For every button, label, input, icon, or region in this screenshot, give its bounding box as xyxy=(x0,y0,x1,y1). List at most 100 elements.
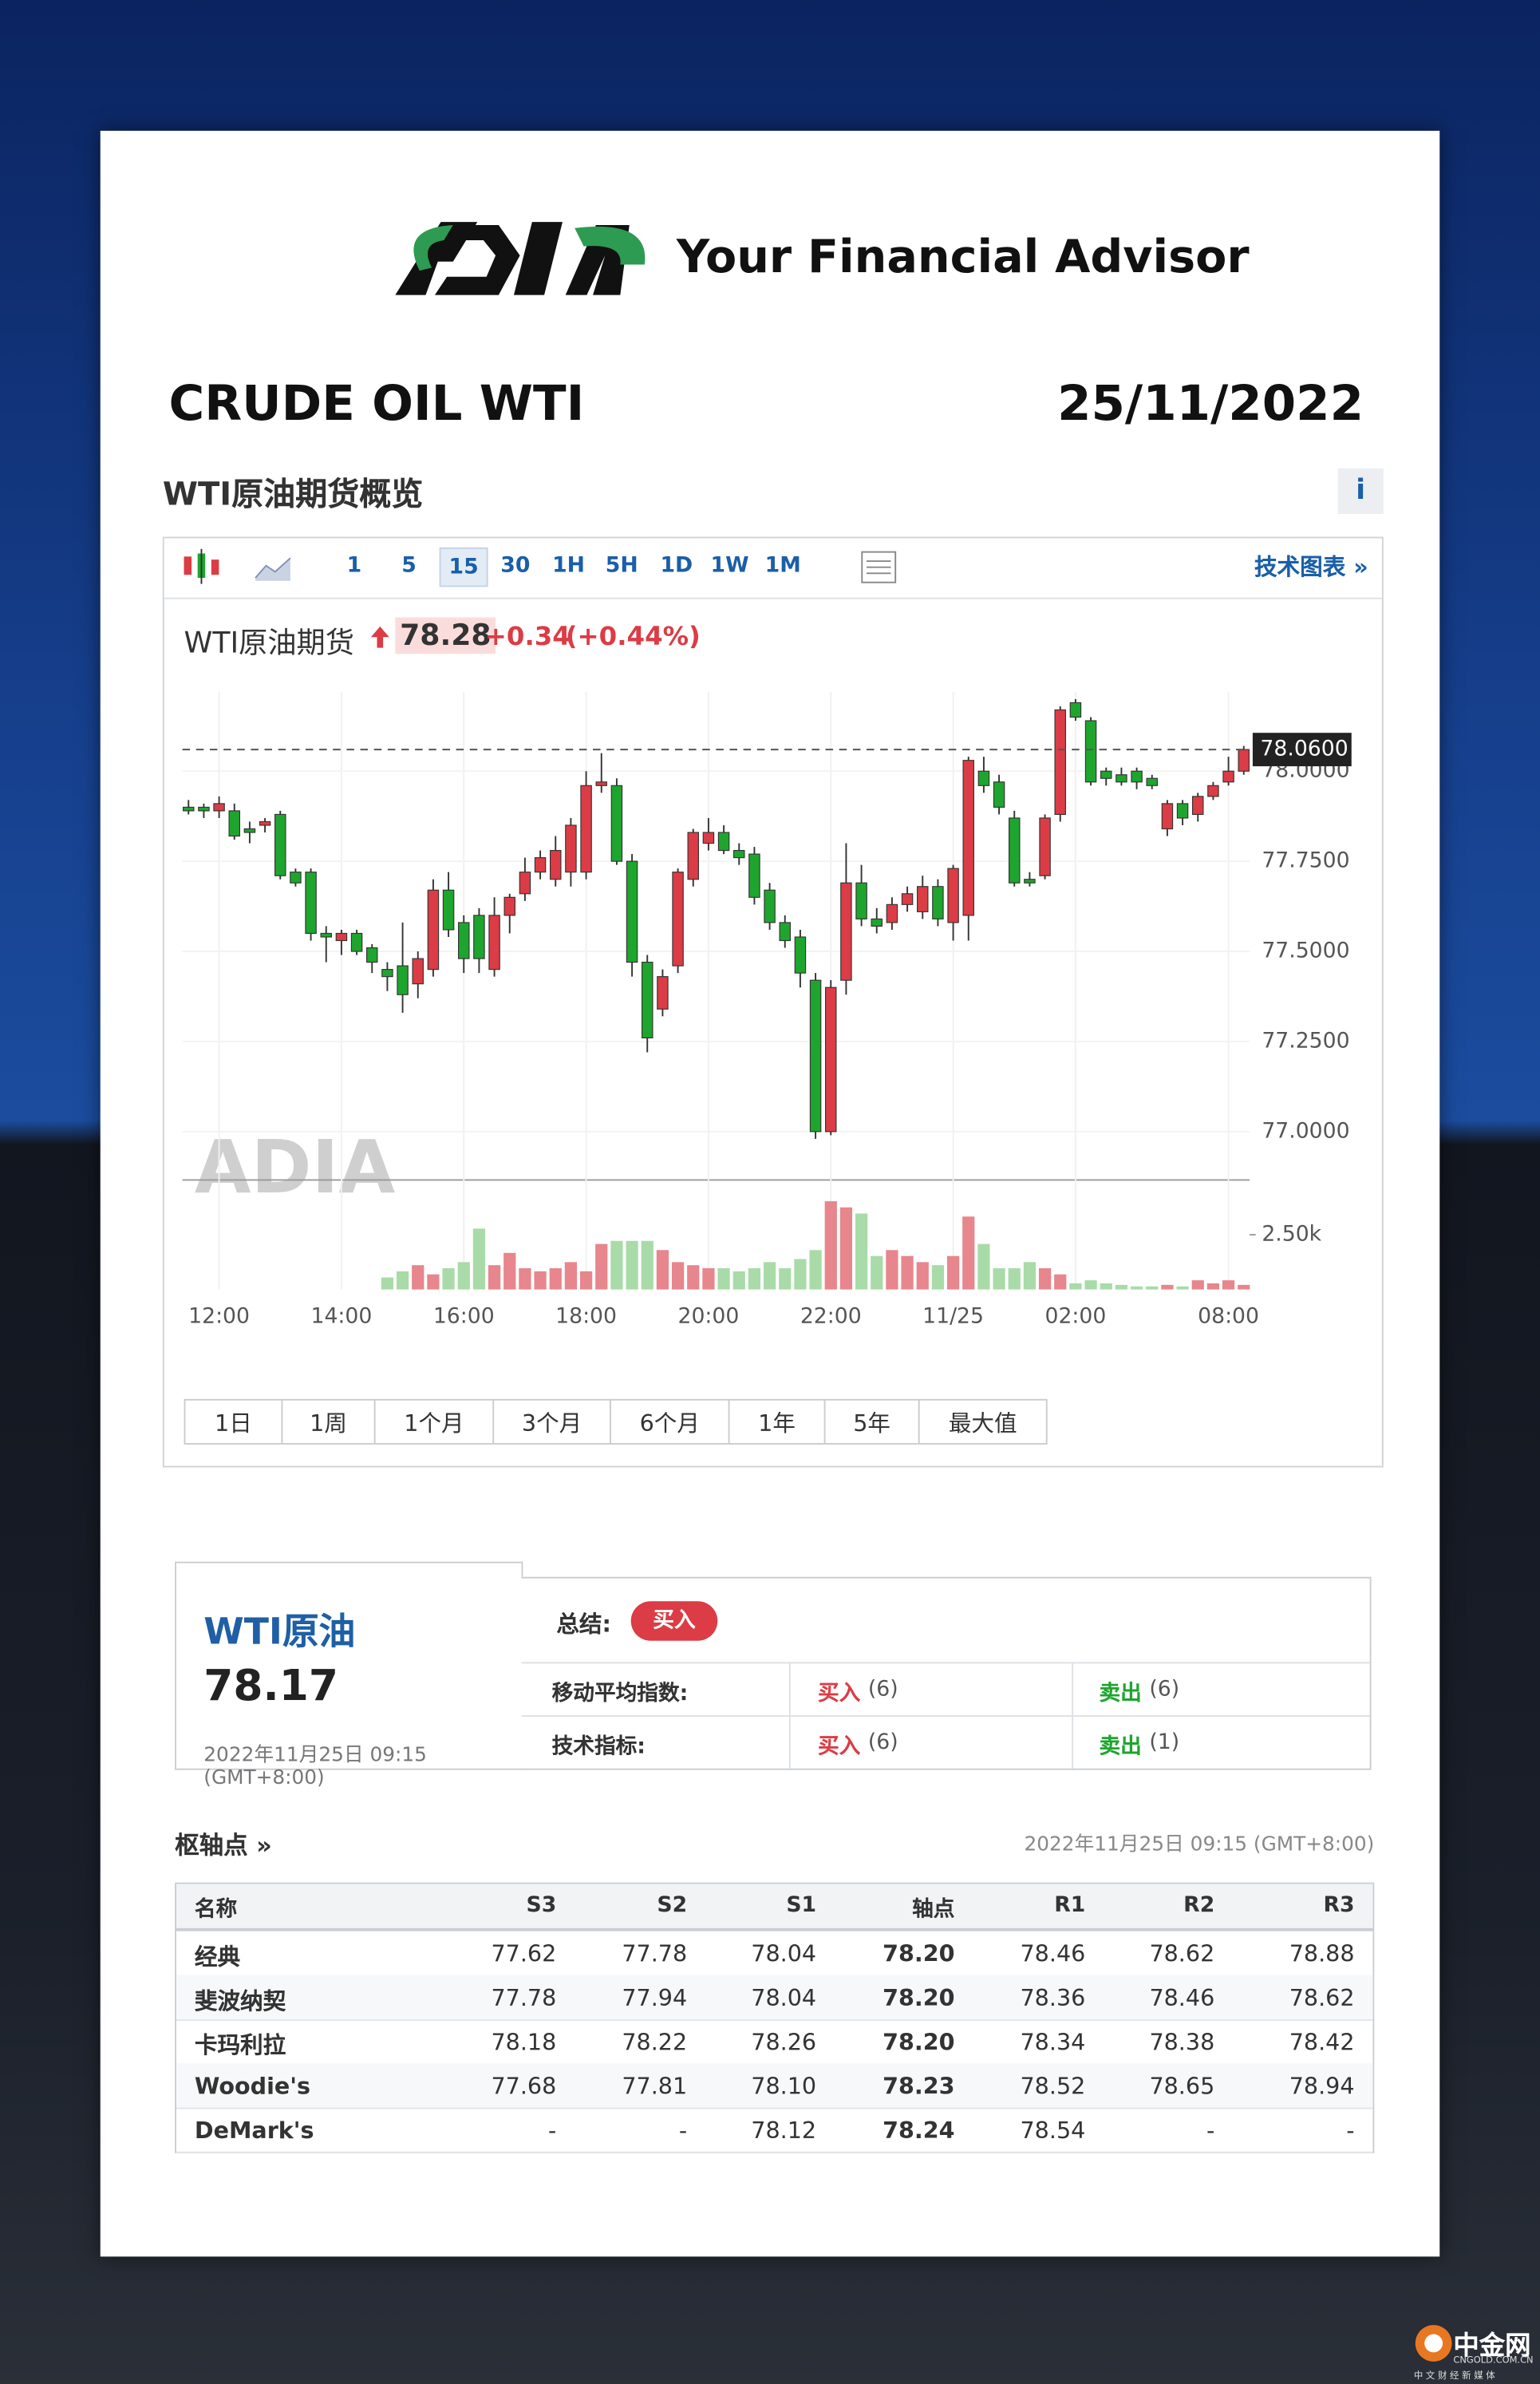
volume-bar xyxy=(626,1240,638,1290)
pivot-row-divider xyxy=(176,2107,1373,2109)
candle-body xyxy=(1009,817,1021,884)
pivot-header-cell: 轴点 xyxy=(912,1897,955,1923)
candle-body xyxy=(917,886,929,912)
volume-bar xyxy=(1069,1283,1082,1290)
interval-button[interactable]: 30 xyxy=(500,553,531,578)
pivot-cell: 78.65 xyxy=(1149,2072,1215,2101)
quote-change-pct: (+0.44%) xyxy=(565,622,701,653)
y-tick-label: 77.7500 xyxy=(1262,848,1349,873)
pivot-cell: 77.62 xyxy=(491,1940,557,1968)
volume-bar xyxy=(717,1268,730,1290)
tech-name: WTI原油 xyxy=(203,1610,356,1653)
interval-button[interactable]: 1 xyxy=(346,553,362,578)
volume-bar xyxy=(549,1268,562,1290)
range-button[interactable]: 1周 xyxy=(281,1398,376,1445)
volume-bar xyxy=(794,1259,807,1290)
pivot-header-cell: R1 xyxy=(1054,1893,1086,1918)
candle-icon[interactable] xyxy=(180,548,225,587)
range-button[interactable]: 1日 xyxy=(184,1398,283,1445)
pivot-header-cell: R3 xyxy=(1323,1893,1355,1918)
candle-body xyxy=(733,850,745,859)
logo xyxy=(395,222,646,295)
interval-button[interactable]: 5H xyxy=(605,553,638,578)
volume-bar xyxy=(579,1271,593,1290)
candle-body xyxy=(825,986,837,1133)
range-button[interactable]: 5年 xyxy=(823,1398,920,1445)
x-tick-label: 18:00 xyxy=(555,1303,617,1328)
candle-body xyxy=(565,824,577,873)
pivot-cell: 77.81 xyxy=(622,2072,688,2101)
last-price-box xyxy=(1252,733,1352,767)
interval-button[interactable]: 5 xyxy=(401,553,417,578)
pivot-cell: 78.62 xyxy=(1149,1940,1215,1968)
candle-body xyxy=(595,781,607,786)
buy-count: (6) xyxy=(867,1677,898,1702)
candle-body xyxy=(503,896,515,916)
x-tick-label: 11/25 xyxy=(922,1303,984,1328)
volume-bar xyxy=(1023,1262,1037,1290)
candle-body xyxy=(397,965,409,995)
pivot-header-cell: S3 xyxy=(526,1893,557,1918)
interval-button[interactable]: 1D xyxy=(660,553,693,578)
range-button[interactable]: 6个月 xyxy=(609,1398,730,1445)
range-button[interactable]: 3个月 xyxy=(492,1398,611,1445)
footer-logo xyxy=(1415,2325,1452,2362)
sell-count: (1) xyxy=(1149,1730,1180,1755)
range-button[interactable]: 1个月 xyxy=(373,1398,495,1445)
pivot-title[interactable]: 枢轴点 » xyxy=(175,1830,272,1860)
pivot-cell: - xyxy=(547,2117,557,2145)
volume-bar xyxy=(855,1213,868,1290)
volume-bar xyxy=(656,1250,669,1290)
candle-body xyxy=(1207,785,1219,797)
candle-body xyxy=(519,872,531,895)
pivot-cell: 78.12 xyxy=(751,2117,817,2145)
candle-body xyxy=(1069,702,1082,718)
interval-button[interactable]: 1M xyxy=(764,553,801,578)
info-button[interactable]: i xyxy=(1337,468,1384,514)
tech-chart-link[interactable]: 技术图表 » xyxy=(1254,553,1368,581)
pivot-cell: - xyxy=(1206,2117,1215,2145)
pivot-header-bg xyxy=(176,1884,1373,1931)
quote-price: 78.28 xyxy=(395,617,496,654)
candle-body xyxy=(855,882,867,919)
pivot-cell: 78.10 xyxy=(751,2072,817,2101)
row-divider xyxy=(521,1715,1370,1718)
volume-bar xyxy=(1100,1283,1112,1290)
pivot-cell: 78.36 xyxy=(1020,1984,1086,2012)
chart-widget xyxy=(162,536,1384,1468)
candle-body xyxy=(932,886,944,919)
volume-bar xyxy=(702,1268,715,1290)
candle-body xyxy=(1084,720,1097,783)
candle-body xyxy=(1192,796,1204,815)
pivot-cell: 78.52 xyxy=(1020,2072,1086,2101)
candle-body xyxy=(243,828,256,833)
candle-body xyxy=(442,889,455,931)
pivot-cell: 78.24 xyxy=(883,2117,955,2145)
x-tick-label: 14:00 xyxy=(311,1303,373,1328)
volume-bar xyxy=(779,1268,792,1290)
table-icon[interactable] xyxy=(859,548,898,587)
candle-body xyxy=(259,820,271,826)
volume-bar xyxy=(503,1252,516,1290)
line-icon[interactable] xyxy=(252,551,294,584)
volume-bar xyxy=(1191,1280,1204,1290)
candle-body xyxy=(412,958,424,985)
sell-count: (6) xyxy=(1149,1677,1180,1702)
pivot-cell: - xyxy=(678,2117,688,2145)
volume-bar xyxy=(457,1262,470,1290)
volume-bar xyxy=(732,1271,745,1290)
pivot-cell: 卡玛利拉 xyxy=(194,2031,286,2059)
pivot-cell: 78.46 xyxy=(1149,1984,1215,2012)
pivot-cell: 78.20 xyxy=(883,1940,955,1968)
range-button[interactable]: 1年 xyxy=(728,1398,826,1445)
volume-bar xyxy=(381,1277,394,1290)
pivot-cell: 78.22 xyxy=(622,2028,688,2056)
pivot-time: 2022年11月25日 09:15 (GMT+8:00) xyxy=(1024,1833,1375,1857)
interval-button[interactable]: 1H xyxy=(552,553,586,578)
range-button[interactable]: 最大值 xyxy=(918,1398,1048,1445)
interval-button[interactable]: 1W xyxy=(710,553,749,578)
pivot-cell: 78.20 xyxy=(883,2028,955,2056)
candle-body xyxy=(962,760,974,916)
pivot-cell: 78.23 xyxy=(883,2072,955,2101)
interval-button[interactable]: 15 xyxy=(439,547,488,587)
